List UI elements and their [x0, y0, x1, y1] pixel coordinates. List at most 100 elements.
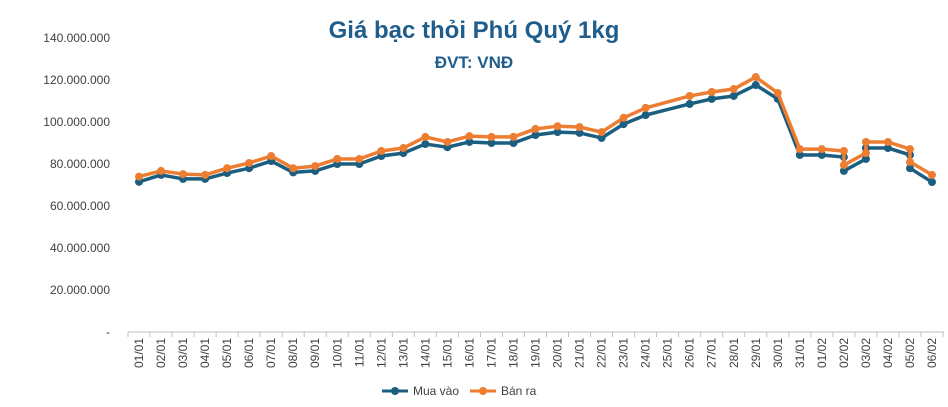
data-point-sell	[377, 146, 386, 155]
legend-label-sell: Bán ra	[501, 384, 537, 398]
x-tick-label: 09/01	[308, 338, 322, 368]
data-point-sell	[509, 132, 518, 141]
chart-subtitle: ĐVT: VNĐ	[435, 53, 513, 72]
data-point-buy	[883, 144, 892, 153]
data-point-buy	[861, 154, 870, 163]
x-tick-label: 06/02	[925, 338, 939, 368]
data-point-sell	[399, 144, 408, 153]
data-point-sell	[729, 85, 738, 94]
data-point-sell	[685, 91, 694, 100]
data-point-sell	[179, 170, 188, 179]
data-point-sell	[795, 145, 804, 154]
data-point-sell	[839, 146, 848, 155]
data-point-buy	[421, 140, 430, 149]
data-point-buy	[685, 99, 694, 108]
data-point-sell	[861, 149, 870, 158]
data-point-buy	[751, 81, 760, 90]
x-tick-label: 04/02	[881, 338, 895, 368]
x-tick-label: 29/01	[749, 338, 763, 368]
x-tick-label: 10/01	[330, 338, 344, 368]
data-point-sell	[575, 123, 584, 132]
x-tick-label: 12/01	[374, 338, 388, 368]
x-tick-label: 02/02	[837, 338, 851, 368]
x-tick-label: 14/01	[418, 338, 432, 368]
data-point-buy	[707, 94, 716, 103]
data-point-sell	[597, 128, 606, 137]
x-tick-label: 11/01	[352, 338, 366, 367]
x-tick-label: 18/01	[506, 338, 520, 368]
data-point-sell	[267, 152, 276, 161]
data-point-sell	[201, 170, 210, 179]
x-tick-label: 07/01	[264, 338, 278, 368]
x-tick-label: 06/01	[242, 338, 256, 368]
data-point-sell	[905, 157, 914, 166]
x-tick-label: 02/01	[154, 338, 168, 368]
data-point-sell	[223, 164, 232, 173]
data-point-buy	[928, 178, 936, 187]
data-point-sell	[773, 89, 782, 98]
data-point-sell	[817, 145, 826, 154]
data-point-sell	[531, 124, 540, 133]
x-tick-label: 01/02	[815, 338, 829, 368]
x-tick-label: 05/02	[903, 338, 917, 368]
data-point-sell	[641, 103, 650, 112]
y-tick-label: 120.000.000	[43, 73, 110, 87]
x-tick-label: 19/01	[529, 338, 543, 368]
x-tick-label: 21/01	[573, 338, 587, 368]
x-tick-label: 04/01	[198, 338, 212, 368]
x-tick-label: 30/01	[771, 338, 785, 368]
data-point-buy	[597, 133, 606, 142]
data-point-sell	[905, 145, 914, 154]
x-tick-label: 24/01	[639, 338, 653, 368]
x-tick-label: 20/01	[551, 338, 565, 368]
x-tick-label: 16/01	[462, 338, 476, 368]
data-point-sell	[157, 166, 166, 175]
x-tick-label: 01/01	[132, 338, 146, 368]
data-point-sell	[333, 154, 342, 163]
data-point-sell	[311, 162, 320, 171]
data-point-sell	[289, 164, 298, 173]
x-tick-label: 31/01	[793, 338, 807, 368]
x-tick-label: 08/01	[286, 338, 300, 368]
x-tick-label: 15/01	[440, 338, 454, 368]
legend-label-buy: Mua vào	[413, 384, 459, 398]
y-tick-label: 60.000.000	[50, 199, 110, 213]
data-point-buy	[641, 111, 650, 120]
chart-title: Giá bạc thỏi Phú Quý 1kg	[329, 17, 620, 44]
data-point-buy	[509, 139, 518, 147]
data-point-buy	[795, 150, 804, 159]
data-point-buy	[839, 166, 848, 175]
data-point-sell	[245, 158, 254, 167]
x-tick-label: 27/01	[705, 338, 719, 368]
x-tick-label: 23/01	[617, 338, 631, 368]
x-tick-label: 22/01	[595, 338, 609, 368]
data-point-sell	[553, 122, 562, 131]
data-point-sell	[443, 137, 452, 146]
y-tick-label: 20.000.000	[50, 283, 110, 297]
y-tick-label: 40.000.000	[50, 241, 110, 255]
data-point-sell	[707, 87, 716, 96]
data-point-buy	[553, 128, 562, 137]
data-point-sell	[421, 132, 430, 141]
data-point-sell	[861, 137, 870, 146]
data-point-buy	[465, 137, 474, 146]
data-point-buy	[817, 150, 826, 159]
data-point-sell	[928, 170, 936, 179]
y-tick-label: 140.000.000	[43, 31, 110, 45]
x-tick-label: 03/02	[859, 338, 873, 368]
data-point-sell	[465, 132, 474, 141]
legend-marker-sell	[479, 387, 487, 395]
y-tick-label: -	[106, 325, 110, 339]
data-point-buy	[487, 139, 496, 147]
data-point-buy	[729, 91, 738, 100]
data-point-sell	[751, 73, 760, 82]
y-tick-label: 100.000.000	[43, 115, 110, 129]
data-point-sell	[487, 132, 496, 141]
data-point-buy	[575, 128, 584, 137]
data-point-buy	[619, 120, 628, 129]
legend-marker-buy	[391, 387, 399, 395]
x-tick-label: 13/01	[396, 338, 410, 368]
data-point-sell	[839, 161, 848, 170]
